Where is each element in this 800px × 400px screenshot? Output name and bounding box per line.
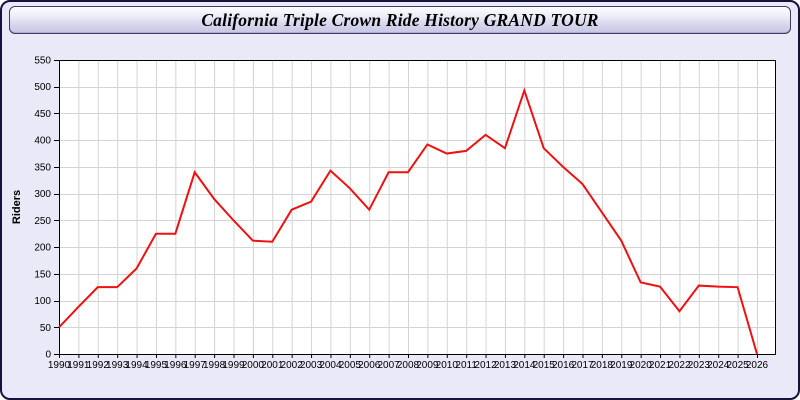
- svg-text:2006: 2006: [358, 360, 381, 371]
- svg-text:2011: 2011: [455, 360, 477, 371]
- chart-svg: 0501001502002503003504004505005501990199…: [11, 56, 776, 371]
- axis-ticks: [54, 60, 758, 358]
- svg-text:2013: 2013: [494, 360, 517, 371]
- svg-text:2000: 2000: [242, 360, 265, 371]
- svg-text:2026: 2026: [746, 360, 769, 371]
- page-title: California Triple Crown Ride History GRA…: [201, 9, 599, 30]
- svg-text:1996: 1996: [164, 360, 187, 371]
- svg-text:2023: 2023: [688, 360, 711, 371]
- svg-text:2008: 2008: [397, 360, 420, 371]
- svg-text:50: 50: [40, 323, 52, 334]
- svg-text:2002: 2002: [281, 360, 304, 371]
- x-axis-labels: 1990199119921993199419951996199719981999…: [48, 360, 769, 371]
- gridlines: [59, 60, 775, 354]
- svg-text:150: 150: [34, 269, 51, 280]
- plot-frame: [59, 60, 776, 355]
- svg-text:2004: 2004: [319, 360, 342, 371]
- svg-text:2005: 2005: [339, 360, 362, 371]
- svg-text:1998: 1998: [203, 360, 226, 371]
- svg-text:350: 350: [34, 162, 51, 173]
- svg-text:2016: 2016: [552, 360, 575, 371]
- svg-text:2021: 2021: [649, 360, 672, 371]
- plot-area: [59, 60, 775, 354]
- svg-text:2025: 2025: [726, 360, 749, 371]
- svg-text:2024: 2024: [707, 360, 730, 371]
- svg-text:2022: 2022: [668, 360, 691, 371]
- svg-text:1994: 1994: [125, 360, 148, 371]
- riders-history-chart: 0 50 100 150 200 250 300 350 400 450 500 550 1990 199…: [2, 38, 798, 398]
- svg-text:300: 300: [34, 189, 51, 200]
- svg-text:2001: 2001: [261, 360, 284, 371]
- svg-text:2017: 2017: [571, 360, 594, 371]
- y-axis-title: Riders: [11, 190, 23, 224]
- svg-text:1990: 1990: [48, 360, 71, 371]
- y-axis-labels: 0 50 100 150 200 250 300 350 400 450 500 550: [34, 56, 51, 361]
- svg-text:250: 250: [34, 216, 51, 227]
- svg-text:0: 0: [45, 350, 51, 361]
- svg-text:1991: 1991: [67, 360, 90, 371]
- svg-text:2020: 2020: [630, 360, 653, 371]
- svg-text:450: 450: [34, 109, 51, 120]
- svg-text:1995: 1995: [145, 360, 168, 371]
- svg-text:2019: 2019: [610, 360, 633, 371]
- svg-text:2015: 2015: [533, 360, 556, 371]
- svg-text:2003: 2003: [300, 360, 323, 371]
- svg-text:2009: 2009: [416, 360, 439, 371]
- svg-text:550: 550: [34, 56, 51, 67]
- svg-text:1993: 1993: [106, 360, 129, 371]
- svg-text:2012: 2012: [474, 360, 497, 371]
- svg-text:2014: 2014: [513, 360, 536, 371]
- svg-text:1999: 1999: [222, 360, 245, 371]
- title-bar: California Triple Crown Ride History GRA…: [9, 6, 791, 34]
- svg-text:1992: 1992: [87, 360, 110, 371]
- svg-text:100: 100: [34, 296, 51, 307]
- svg-text:200: 200: [34, 243, 51, 254]
- svg-text:2007: 2007: [377, 360, 400, 371]
- svg-text:2018: 2018: [591, 360, 614, 371]
- svg-text:500: 500: [34, 82, 51, 93]
- svg-text:1997: 1997: [184, 360, 207, 371]
- svg-text:2010: 2010: [436, 360, 459, 371]
- svg-text:400: 400: [34, 136, 51, 147]
- riders-series-line: [58, 87, 758, 355]
